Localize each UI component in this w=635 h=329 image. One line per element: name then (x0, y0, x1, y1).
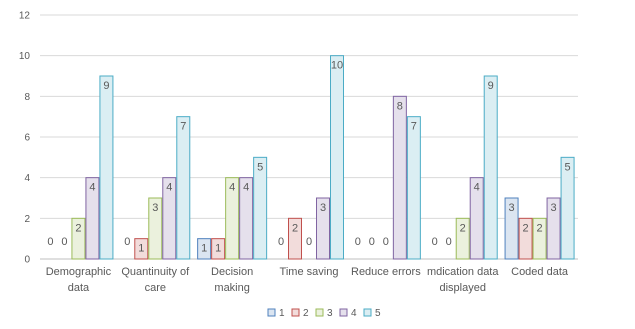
bar (518, 217, 533, 260)
y-tick-label: 0 (24, 255, 30, 266)
y-tick-label: 10 (19, 51, 31, 62)
legend-label: 5 (375, 308, 381, 319)
legend: 1 2 3 4 5 (267, 308, 381, 319)
data-label: 2 (537, 222, 543, 234)
data-label: 1 (201, 243, 207, 255)
bar (148, 197, 163, 260)
data-label: 4 (474, 182, 480, 194)
bar (406, 116, 421, 260)
y-tick-label: 12 (19, 11, 31, 22)
bar (504, 197, 519, 260)
data-label: 2 (460, 222, 466, 234)
data-label: 4 (243, 182, 249, 194)
x-tick-label: Time saving (280, 266, 339, 278)
bar (455, 217, 470, 260)
bar (162, 177, 177, 260)
data-label: 5 (565, 161, 571, 173)
bar (560, 156, 575, 260)
data-label: 8 (397, 100, 403, 112)
data-label: 4 (229, 182, 235, 194)
bar (330, 55, 344, 260)
data-label: 0 (432, 236, 438, 248)
bar (176, 116, 191, 260)
data-label: 3 (551, 202, 557, 214)
x-tick-label: data (68, 282, 90, 294)
bar (71, 217, 86, 260)
bar (469, 177, 484, 260)
data-label: 1 (138, 243, 144, 255)
data-label: 9 (103, 80, 109, 92)
data-label: 1 (215, 243, 221, 255)
x-tick-label: making (214, 282, 249, 294)
x-tick-label: care (145, 282, 166, 294)
bar (392, 95, 407, 260)
data-label: 4 (166, 182, 172, 194)
x-axis: Demographic data Quantinuity of care Decisio… (46, 266, 569, 294)
bar (99, 75, 114, 260)
data-label: 0 (61, 236, 67, 248)
data-label: 2 (523, 222, 529, 234)
data-label: 2 (292, 222, 298, 234)
bar (211, 238, 226, 260)
bar (316, 197, 330, 260)
legend-swatch (267, 308, 276, 317)
x-tick-label: displayed (439, 282, 485, 294)
data-label: 4 (89, 182, 95, 194)
legend-swatch (339, 308, 348, 317)
data-label: 0 (278, 236, 284, 248)
data-label: 10 (331, 60, 343, 72)
data-label: 5 (257, 161, 263, 173)
bar (225, 177, 240, 260)
data-label: 0 (47, 236, 53, 248)
bar (288, 217, 302, 260)
y-tick-label: 8 (24, 92, 30, 103)
data-label: 3 (320, 202, 326, 214)
bar (532, 217, 547, 260)
data-label: 0 (124, 236, 130, 248)
legend-label: 4 (351, 308, 357, 319)
data-label: 2 (75, 222, 81, 234)
data-label: 0 (306, 236, 312, 248)
legend-swatch (363, 308, 372, 317)
data-label: 3 (509, 202, 515, 214)
x-tick-label: Decision (211, 266, 253, 278)
data-label: 7 (180, 121, 186, 133)
y-axis: 0 2 4 6 8 10 12 (19, 11, 31, 266)
bar (253, 156, 268, 260)
bar (483, 75, 498, 260)
bar (134, 238, 149, 260)
data-label: 3 (152, 202, 158, 214)
x-tick-label: Demographic (46, 266, 112, 278)
x-tick-label: Reduce errors (351, 266, 421, 278)
data-label: 0 (383, 236, 389, 248)
gridlines (40, 14, 578, 260)
data-label: 0 (446, 236, 452, 248)
legend-swatch (315, 308, 324, 317)
x-tick-label: Coded data (511, 266, 569, 278)
y-tick-label: 6 (24, 133, 30, 144)
data-label: 0 (355, 236, 361, 248)
bars (71, 55, 575, 260)
y-tick-label: 2 (24, 214, 30, 225)
legend-label: 2 (303, 308, 309, 319)
y-tick-label: 4 (24, 173, 30, 184)
legend-swatch (291, 308, 300, 317)
legend-label: 1 (279, 308, 285, 319)
bar (239, 177, 254, 260)
bar (85, 177, 100, 260)
x-tick-label: mdication data (427, 266, 499, 278)
legend-label: 3 (327, 308, 333, 319)
data-label: 9 (488, 80, 494, 92)
bar (546, 197, 561, 260)
bar (197, 238, 212, 260)
x-tick-label: Quantinuity of (121, 266, 190, 278)
data-label: 0 (369, 236, 375, 248)
data-label: 7 (411, 121, 417, 133)
